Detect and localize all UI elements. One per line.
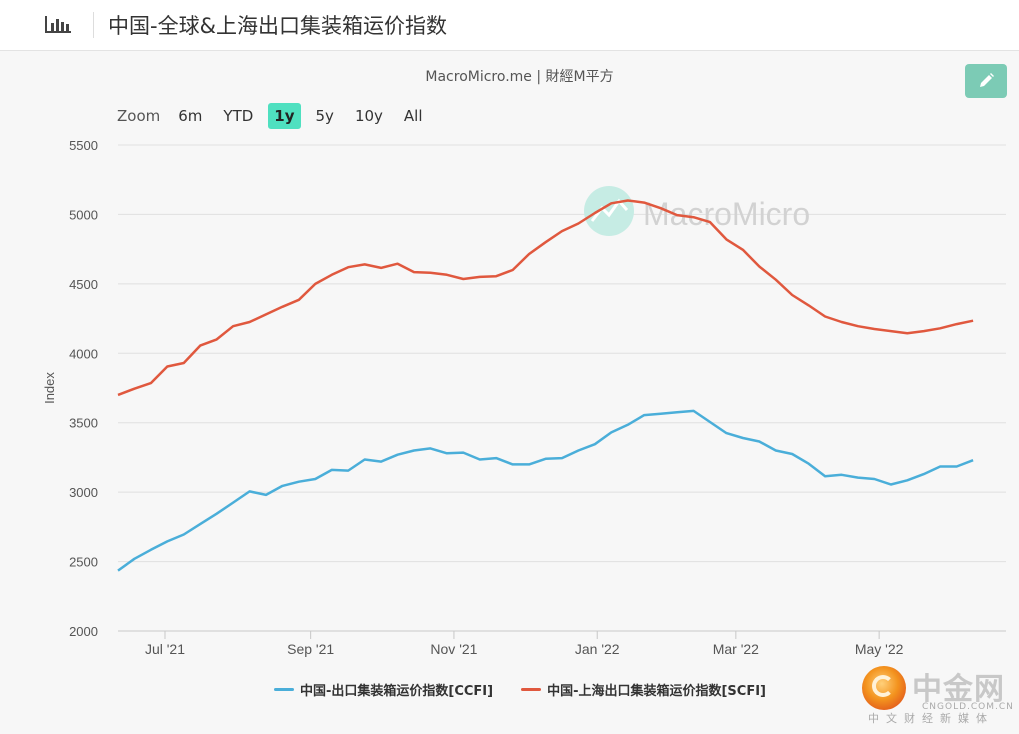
legend-label-ccfi: 中国-出口集装箱运价指数[CCFI] — [300, 680, 493, 699]
legend-item-ccfi[interactable]: 中国-出口集装箱运价指数[CCFI] — [274, 680, 493, 699]
legend-swatch-scfi — [521, 688, 541, 691]
y-tick-label: 5500 — [69, 138, 98, 153]
x-tick-label: May '22 — [855, 641, 904, 657]
logo-tagline: 中文财经新媒体 — [868, 710, 994, 726]
ccfi-series-line — [118, 411, 973, 571]
y-tick-label: 4000 — [69, 346, 98, 361]
watermark-text: MacroMicro — [643, 196, 810, 232]
cngold-logo: 中金网 CNGOLD.COM.CN 中文财经新媒体 — [862, 664, 1018, 726]
x-tick-label: Jan '22 — [575, 641, 620, 657]
y-tick-label: 2000 — [69, 624, 98, 639]
scfi-series-line — [118, 201, 973, 395]
y-tick-label: 5000 — [69, 207, 98, 222]
legend-item-scfi[interactable]: 中国-上海出口集装箱运价指数[SCFI] — [521, 680, 766, 699]
x-tick-label: Jul '21 — [145, 641, 185, 657]
x-tick-label: Mar '22 — [713, 641, 759, 657]
x-tick-label: Sep '21 — [287, 641, 334, 657]
watermark-logo-icon — [584, 186, 634, 236]
legend-label-scfi: 中国-上海出口集装箱运价指数[SCFI] — [547, 680, 766, 699]
y-tick-label: 3000 — [69, 485, 98, 500]
cngold-logo-icon — [862, 666, 906, 710]
y-tick-label: 3500 — [69, 416, 98, 431]
x-tick-label: Nov '21 — [430, 641, 477, 657]
watermark: MacroMicro — [584, 186, 810, 236]
y-tick-label: 2500 — [69, 555, 98, 570]
legend-swatch-ccfi — [274, 688, 294, 691]
y-axis-label: Index — [42, 372, 57, 404]
y-tick-label: 4500 — [69, 277, 98, 292]
